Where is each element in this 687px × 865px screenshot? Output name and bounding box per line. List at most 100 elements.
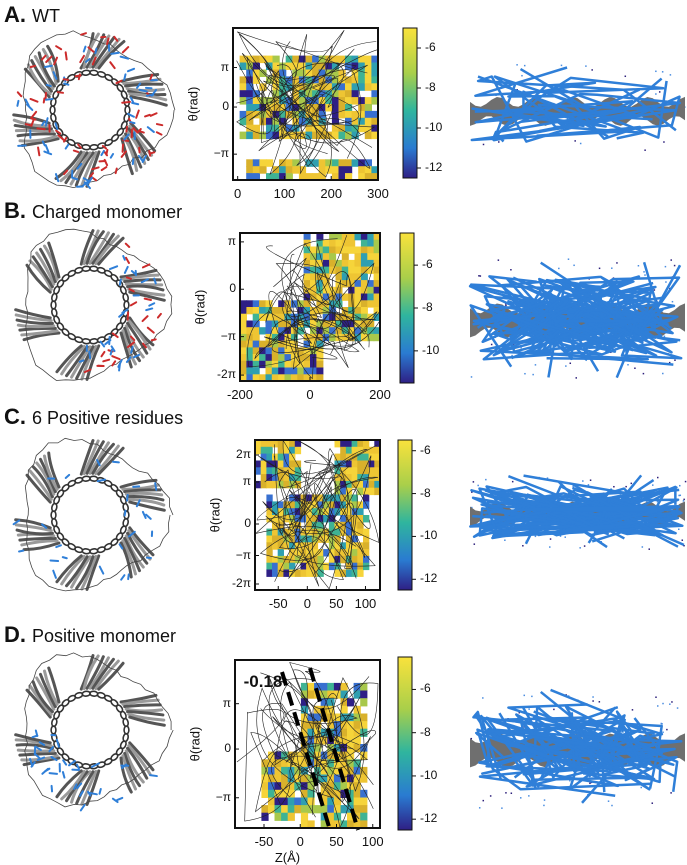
solvent-dot-0-19 — [574, 140, 576, 142]
residue-0-52 — [42, 56, 46, 60]
heat-cell-1-14-1 — [329, 240, 336, 247]
solvent-dot-1-45 — [643, 373, 645, 375]
heat-cell-1-16-7 — [342, 280, 349, 287]
heat-cell-3-7-20 — [281, 813, 288, 821]
solvent-dot-3-72 — [543, 805, 545, 807]
heat-cell-2-20-7 — [369, 488, 375, 495]
heat-cell-1-18-3 — [355, 253, 362, 260]
solvent-dot-3-5 — [671, 701, 673, 703]
heat-cell-1-7-17 — [285, 347, 292, 354]
heat-cell-2-2-6 — [266, 481, 272, 488]
heat-cell-0-17-12 — [345, 111, 352, 119]
heat-cell-2-4-2 — [278, 454, 284, 461]
heat-cell-0-2-20 — [246, 166, 253, 174]
heat-cell-2-6-0 — [289, 440, 295, 447]
colorbar-0 — [403, 28, 417, 178]
heat-cell-2-3-0 — [272, 440, 278, 447]
heat-cell-2-16-5 — [346, 474, 352, 481]
heat-cell-0-18-15 — [352, 132, 359, 140]
heat-cell-3-9-19 — [294, 805, 301, 813]
heat-cell-2-2-17 — [266, 556, 272, 563]
residue-3-5 — [77, 765, 79, 769]
residue-3-21 — [50, 773, 57, 774]
heat-cell-0-2-19 — [246, 159, 253, 167]
heat-cell-3-14-3 — [327, 683, 334, 691]
heat-cell-2-3-6 — [272, 481, 278, 488]
heat-cell-2-17-17 — [352, 556, 358, 563]
heat-cell-3-19-9 — [360, 729, 367, 737]
residue-0-94 — [157, 124, 162, 125]
heat-cell-1-19-11 — [361, 307, 368, 314]
snapshot-3 — [470, 690, 685, 809]
heat-cell-2-18-3 — [357, 461, 363, 468]
solvent-dot-1-59 — [670, 259, 672, 261]
solvent-dot-3-45 — [661, 723, 663, 725]
solvent-dot-3-0 — [482, 697, 484, 699]
solvent-dot-1-18 — [532, 374, 534, 376]
solvent-dot-1-54 — [599, 268, 601, 270]
residue-1-21 — [132, 271, 135, 274]
solvent-dot-3-67 — [479, 807, 481, 809]
residue-0-109 — [81, 33, 86, 35]
solvent-dot-1-46 — [664, 336, 666, 338]
heat-cell-1-19-10 — [361, 300, 368, 307]
heat-cell-2-6-2 — [289, 454, 295, 461]
residue-0-113 — [106, 150, 107, 155]
heat-cell-0-11-6 — [306, 70, 313, 78]
heat-cell-1-1-20 — [246, 368, 253, 375]
heat-cell-1-13-15 — [323, 334, 330, 341]
heat-cell-0-15-15 — [332, 132, 339, 140]
heat-cell-2-7-19 — [295, 570, 301, 577]
heat-cell-3-6-14 — [275, 767, 282, 775]
heat-cell-0-5-19 — [266, 159, 273, 167]
heat-cell-3-11-3 — [308, 683, 315, 691]
residue-0-44 — [102, 167, 107, 170]
solvent-dot-1-64 — [634, 367, 636, 369]
residue-0-73 — [74, 151, 78, 152]
heat-cell-0-11-15 — [306, 132, 313, 140]
residue-0-14 — [111, 154, 113, 158]
helix-coil-2-11 — [61, 538, 70, 547]
heat-cell-3-19-7 — [360, 714, 367, 722]
heat-cell-2-2-9 — [266, 501, 272, 508]
heat-cell-2-14-10 — [335, 508, 341, 515]
heat-cell-1-17-1 — [348, 240, 355, 247]
residue-1-37 — [145, 299, 151, 300]
simulation-snapshots-group — [470, 64, 686, 809]
solvent-dot-1-40 — [638, 265, 640, 267]
heat-cell-2-1-4 — [261, 467, 267, 474]
residue-0-19 — [18, 92, 21, 96]
heat-cell-3-19-19 — [360, 805, 367, 813]
residue-0-17 — [123, 47, 128, 52]
heat-cell-2-5-19 — [283, 570, 289, 577]
heat-cell-1-8-19 — [291, 361, 298, 368]
heat-cell-2-3-15 — [272, 542, 278, 549]
heat-cell-2-19-15 — [363, 542, 369, 549]
heat-cell-3-17-5 — [347, 698, 354, 706]
heat-cell-3-17-9 — [347, 729, 354, 737]
solvent-dot-0-31 — [561, 65, 563, 67]
colorbar-2 — [398, 440, 412, 590]
heat-cell-1-3-16 — [259, 341, 266, 348]
heat-cell-0-3-11 — [253, 104, 260, 112]
solvent-dot-3-17 — [652, 802, 654, 804]
solvent-dot-2-51 — [678, 529, 680, 531]
heat-cell-1-14-5 — [329, 267, 336, 274]
residue-1-22 — [148, 328, 154, 333]
heat-cell-2-15-2 — [340, 454, 346, 461]
snapshot-0 — [470, 64, 686, 151]
heat-cell-0-19-11 — [358, 104, 365, 112]
solvent-dot-2-95 — [680, 495, 682, 497]
heat-cell-1-0-19 — [240, 361, 247, 368]
heat-cell-1-2-16 — [253, 341, 260, 348]
residue-0-75 — [64, 79, 68, 80]
heat-cell-1-12-0 — [316, 233, 323, 240]
solvent-dot-1-6 — [654, 289, 656, 291]
solvent-dot-2-60 — [683, 499, 685, 501]
residue-1-13 — [103, 360, 109, 362]
heat-cell-1-19-1 — [361, 240, 368, 247]
solvent-dot-3-73 — [544, 799, 546, 801]
residue-1-47 — [146, 308, 152, 310]
residue-2-15 — [127, 495, 128, 501]
